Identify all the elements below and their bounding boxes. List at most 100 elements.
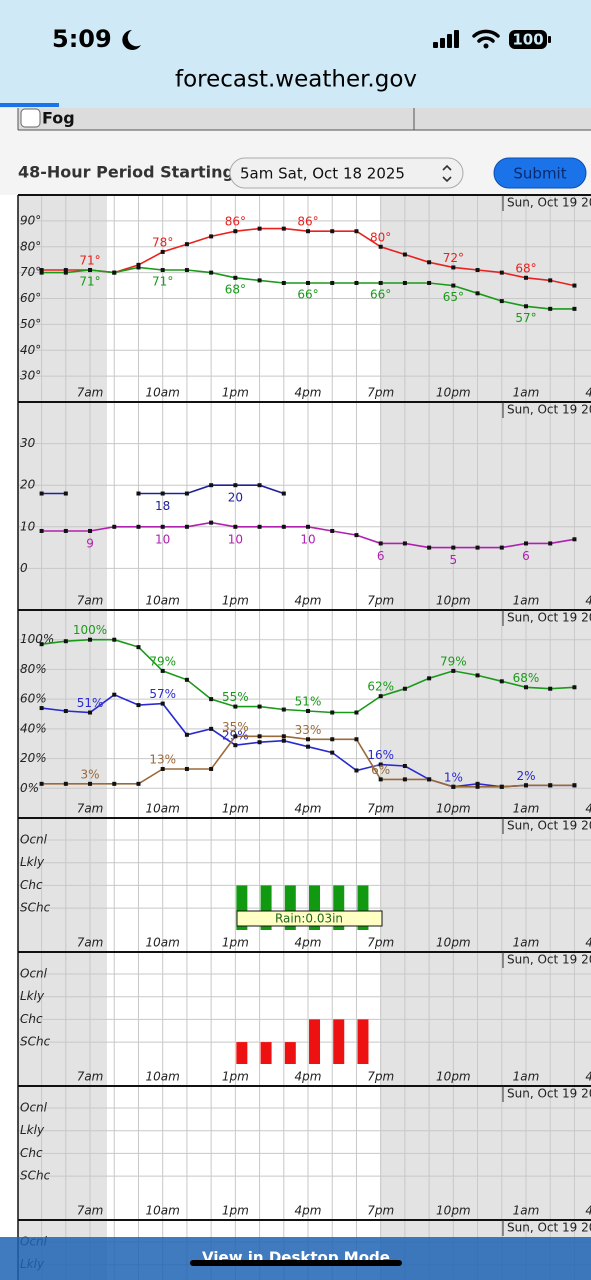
data-point: [402, 764, 407, 768]
period-select[interactable]: [229, 157, 464, 189]
x-tick-label: 10am: [146, 802, 180, 816]
data-point: [451, 283, 456, 288]
data-point: [184, 766, 189, 771]
value-label: 65°: [443, 290, 464, 304]
x-tick-label: 10am: [146, 936, 180, 950]
data-point: [548, 686, 553, 691]
y-level-label: SChc: [20, 1169, 51, 1183]
y-level-label: Lkly: [20, 855, 45, 869]
submit-label: Submit: [513, 165, 566, 183]
data-point: [39, 491, 44, 496]
y-tick-label: 70°: [20, 265, 41, 279]
data-point: [378, 694, 383, 699]
graph-panel: Ocnl Lkly Chc SChc Sun, Oct 19 2025 7am 10am 1p…: [17, 951, 591, 1086]
data-point: [63, 268, 68, 273]
data-point: [281, 491, 286, 496]
x-tick-label: 7pm: [367, 1204, 394, 1218]
value-label: 55%: [222, 690, 249, 704]
data-point: [306, 280, 311, 285]
url[interactable]: forecast.weather.gov: [175, 67, 417, 93]
value-label: 57°: [515, 311, 536, 325]
value-label: 35%: [222, 720, 249, 734]
x-tick-label: 4pm: [295, 594, 322, 608]
y-level-label: Ocnl: [20, 967, 48, 981]
data-point: [136, 491, 141, 496]
y-tick-label: 40%: [20, 721, 47, 735]
data-point: [524, 783, 528, 788]
x-tick-label: 4am: [585, 802, 591, 816]
y-level-label: Chc: [20, 1012, 43, 1026]
data-point: [233, 275, 238, 280]
charts: 90° 80° 70° 60° 50° 40° 30° Sun, Oct 19 2025 7am…: [17, 194, 591, 1280]
data-point: [136, 703, 141, 708]
value-label: 33%: [295, 723, 322, 737]
data-point: [257, 226, 262, 231]
data-point: [330, 750, 335, 755]
data-point: [354, 768, 359, 773]
data-point: [427, 676, 432, 681]
x-tick-label: 10pm: [436, 1070, 471, 1084]
data-point: [136, 524, 141, 529]
x-tick-label: 1pm: [222, 1204, 249, 1218]
data-point: [548, 306, 553, 311]
data-point: [209, 270, 214, 275]
data-point: [136, 265, 141, 270]
y-tick-label: 80°: [20, 239, 41, 253]
data-point: [63, 781, 68, 786]
night-shade: [380, 610, 591, 818]
fog-checkbox[interactable]: [20, 108, 41, 128]
value-label: 6: [377, 549, 385, 563]
value-label: 18: [155, 499, 170, 513]
x-tick-label: 10am: [146, 1204, 180, 1218]
x-tick-label: 7pm: [367, 386, 394, 400]
data-point: [112, 524, 117, 529]
data-point: [330, 737, 335, 742]
data-point: [160, 268, 165, 273]
x-tick-label: 4pm: [295, 1070, 322, 1084]
x-tick-label: 1pm: [222, 594, 249, 608]
data-point: [306, 737, 311, 742]
battery-level: 100: [512, 31, 543, 49]
data-point: [475, 781, 480, 786]
y-tick-label: 30: [20, 436, 36, 450]
x-tick-label: 1am: [513, 594, 540, 608]
value-label: 68°: [225, 282, 246, 296]
data-point: [378, 777, 383, 782]
data-point: [378, 280, 383, 285]
battery-icon: [509, 30, 547, 49]
data-point: [475, 268, 480, 273]
data-point: [233, 524, 238, 529]
value-label: 71°: [152, 275, 173, 289]
data-point: [39, 270, 44, 275]
value-label: 57%: [149, 687, 176, 701]
data-point: [209, 520, 214, 525]
x-tick-label: 10am: [146, 594, 180, 608]
data-point: [184, 732, 189, 737]
data-point: [209, 483, 214, 488]
x-tick-label: 1am: [513, 802, 540, 816]
value-label: 10: [228, 532, 243, 546]
value-label: 6: [522, 549, 530, 563]
submit-button[interactable]: [493, 157, 587, 189]
data-point: [499, 784, 504, 789]
x-tick-label: 4am: [585, 1204, 591, 1218]
x-tick-label: 1pm: [222, 386, 249, 400]
data-point: [306, 709, 311, 714]
data-point: [233, 743, 238, 748]
data-point: [378, 762, 383, 767]
data-point: [524, 275, 528, 280]
value-label: 2%: [516, 769, 535, 783]
date-label: Sun, Oct 19 2025: [507, 403, 591, 417]
value-label: 5: [450, 553, 458, 567]
x-tick-label: 1am: [513, 1070, 540, 1084]
data-point: [257, 740, 262, 745]
x-tick-label: 10pm: [436, 936, 471, 950]
data-point: [233, 229, 238, 234]
data-point: [306, 744, 311, 749]
data-point: [88, 528, 93, 533]
y-level-label: Chc: [20, 1146, 43, 1160]
data-point: [209, 726, 214, 731]
graph-panel: 30 20 10 0 Sun, Oct 19 2025 7am 10am 1pm 4pm 7pm 1…: [17, 401, 591, 610]
y-tick-label: 60°: [20, 291, 41, 305]
data-point: [402, 777, 407, 782]
